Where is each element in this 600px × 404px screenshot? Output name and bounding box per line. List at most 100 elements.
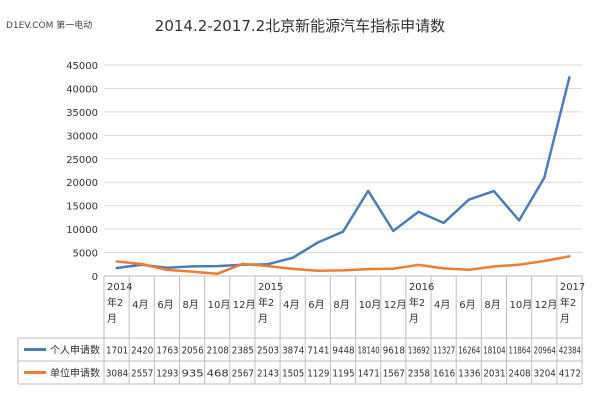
data-point [140, 262, 143, 266]
data-label: 9618 [383, 346, 405, 357]
data-label: 935 [181, 369, 203, 380]
data-label: 2031 [483, 369, 505, 380]
data-label: 2056 [181, 346, 203, 357]
data-label: 1567 [383, 369, 405, 380]
data-point [492, 189, 496, 193]
series-name: 个人申请数 [50, 344, 100, 357]
data-label: 2557 [131, 369, 153, 380]
category-label: 6月 [157, 299, 173, 311]
data-point [517, 263, 521, 266]
data-point [341, 269, 345, 272]
data-label: 2503 [257, 346, 279, 357]
data-label: 1471 [358, 369, 380, 380]
data-point [341, 230, 345, 233]
data-point [392, 267, 395, 270]
category-label: 10月 [208, 299, 231, 311]
category-label: 2015 [258, 282, 283, 293]
category-label: 8月 [333, 299, 349, 311]
data-label: 2420 [131, 346, 153, 357]
series-name: 单位申请数 [50, 367, 100, 380]
data-label: 18140 [358, 346, 380, 357]
data-label: 1129 [307, 369, 329, 380]
data-point [517, 219, 521, 222]
series-lines [115, 76, 571, 276]
data-label: 3204 [534, 369, 556, 380]
category-label: 4月 [434, 299, 450, 311]
data-label: 1701 [106, 346, 128, 357]
grid [104, 64, 582, 277]
data-label: 13692 [408, 346, 430, 357]
category-label: 12月 [384, 299, 407, 311]
data-point [115, 266, 118, 270]
data-point [467, 198, 470, 201]
category-label: 2014 [107, 282, 132, 293]
data-label: 1616 [433, 369, 455, 380]
data-point [266, 264, 269, 268]
category-label: 月 [409, 313, 419, 325]
category-label: 12月 [233, 299, 256, 311]
category-label: 10月 [510, 299, 533, 311]
data-point [543, 176, 546, 179]
category-label: 8月 [484, 299, 500, 311]
data-label: 1195 [332, 369, 354, 380]
data-point [216, 264, 219, 268]
category-label: 8月 [182, 299, 198, 311]
category-label: 2016 [409, 282, 434, 293]
data-label: 2143 [257, 369, 279, 380]
data-point [568, 255, 571, 258]
category-label: 4月 [283, 299, 299, 311]
y-tick-label: 5000 [73, 249, 98, 260]
category-label: 10月 [359, 299, 382, 311]
y-tick-label: 35000 [66, 108, 98, 119]
data-point [291, 267, 294, 271]
data-point [442, 267, 445, 270]
category-label: 月 [107, 313, 117, 325]
data-point [190, 270, 194, 273]
data-point [492, 265, 496, 268]
data-label: 1336 [458, 369, 480, 380]
data-label: 2108 [207, 346, 229, 357]
category-label: 6月 [459, 299, 475, 311]
data-label: 4172 [559, 369, 581, 380]
category-label: 4月 [132, 299, 148, 311]
data-label: 11864 [509, 346, 531, 357]
category-label: 年2 [409, 296, 425, 309]
data-point [165, 266, 169, 269]
watermark: D1EV.COM 第一电动 [6, 19, 92, 31]
data-point [392, 229, 395, 233]
data-point [115, 260, 118, 263]
y-tick-label: 40000 [66, 84, 98, 95]
data-label: 3874 [282, 346, 304, 357]
data-point [568, 76, 571, 79]
chart-title: 2014.2-2017.2北京新能源汽车指标申请数 [155, 17, 445, 35]
category-label: 12月 [535, 299, 558, 311]
data-label: 9448 [332, 346, 354, 357]
data-label: 3084 [106, 369, 128, 380]
category-label: 月 [560, 313, 570, 325]
data-label: 42384 [559, 346, 581, 357]
data-label: 2358 [408, 369, 430, 380]
y-tick-label: 10000 [66, 225, 98, 236]
data-label: 7141 [307, 346, 329, 357]
data-point [241, 262, 244, 266]
data-point [291, 256, 294, 260]
data-label: 11327 [433, 346, 455, 357]
y-tick-label: 20000 [66, 178, 98, 189]
y-tick-label: 45000 [66, 61, 98, 72]
data-label: 2385 [232, 346, 254, 357]
data-point [543, 259, 546, 263]
data-label: 468 [207, 369, 229, 380]
y-tick-label: 30000 [66, 131, 98, 142]
category-label: 年2 [560, 296, 576, 309]
data-label: 1505 [282, 369, 304, 380]
data-point [417, 263, 420, 267]
y-axis: 0 5000 10000 15000 20000 25000 30000 35000 40000… [66, 61, 98, 283]
category-label: 年2 [107, 296, 123, 309]
data-point [190, 265, 194, 268]
category-label: 月 [258, 313, 268, 325]
data-label: 1293 [156, 369, 178, 380]
category-label: 2017 [560, 282, 585, 293]
data-point [366, 189, 370, 193]
data-point [165, 268, 169, 272]
